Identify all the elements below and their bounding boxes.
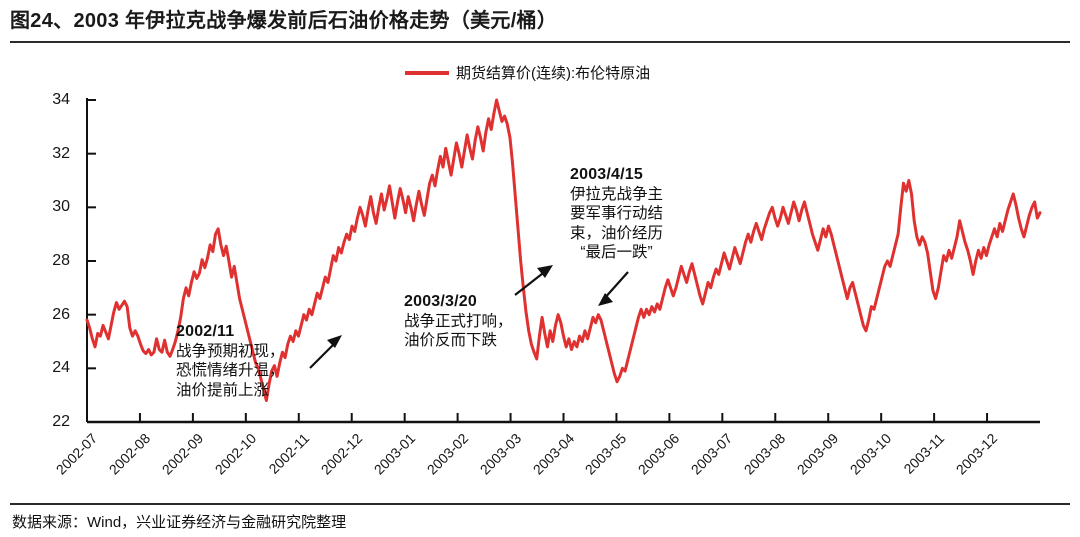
annotation-2002-11: 2002/11 战争预期初现， 恐慌情绪升温， 油价提前上涨 [176,322,285,400]
y-axis-tick-label: 30 [52,198,70,216]
annotation-2003-03-20-line-1: 战争正式打响， [404,312,513,330]
annotation-2003-04-15-line-1: 伊拉克战争主 [570,185,664,203]
legend-label: 期货结算价(连续):布伦特原油 [456,65,651,82]
annotation-2002-11-date: 2002/11 [176,323,235,340]
annotation-2003-04-15-line-4: “最后一跌” [580,244,653,261]
annotation-2003-03-20-date: 2003/3/20 [404,293,477,310]
annotation-2003-04-15-date: 2003/4/15 [570,166,643,183]
annotation-2003-04-15-line-3: 束，油价经历 [570,224,664,242]
annotation-2002-11-line-1: 战争预期初现， [176,342,285,360]
annotation-2002-11-line-2: 恐慌情绪升温， [176,362,285,379]
annotation-2003-03-20: 2003/3/20 战争正式打响， 油价反而下跌 [404,292,513,351]
annotation-arrows [309,265,629,369]
data-source-note: 数据来源：Wind，兴业证券经济与金融研究院整理 [12,514,347,531]
annotation-2003-03-20-line-2: 油价反而下跌 [404,332,498,349]
annotation-2003-04-15-line-2: 要军事行动结 [570,205,664,222]
annotation-arrow-3-shaft [602,271,629,301]
title-text: 图24、2003 年伊拉克战争爆发前后石油价格走势（美元/桶） [10,10,558,32]
chart-legend: 期货结算价(连续):布伦特原油 [405,62,650,83]
annotation-2003-04-15: 2003/4/15 伊拉克战争主 要军事行动结 束，油价经历 “最后一跌” [570,165,663,263]
annotation-arrow-1-head [327,335,342,348]
annotation-2002-11-line-3: 油价提前上涨 [176,381,270,399]
chart-series [85,98,1042,403]
annotation-arrow-2-shaft [514,269,548,296]
title-divider [10,41,1070,43]
footer-divider [10,503,1070,505]
annotation-arrow-3-head [598,293,613,306]
y-axis-tick-label: 22 [52,413,70,430]
chart-axes [86,98,1040,424]
series-line-brent-crude [85,98,1042,403]
y-axis-tick-label: 24 [52,359,70,377]
y-axis-tick-label: 28 [52,252,70,269]
annotation-arrow-2-head [537,265,553,278]
y-axis-tick-label: 34 [52,91,70,108]
page-title: 图24、2003 年伊拉克战争爆发前后石油价格走势（美元/桶） [10,6,1070,40]
legend-line-swatch [405,70,449,75]
y-axis-tick-label: 26 [52,305,70,323]
y-axis-tick-label: 32 [52,144,70,162]
